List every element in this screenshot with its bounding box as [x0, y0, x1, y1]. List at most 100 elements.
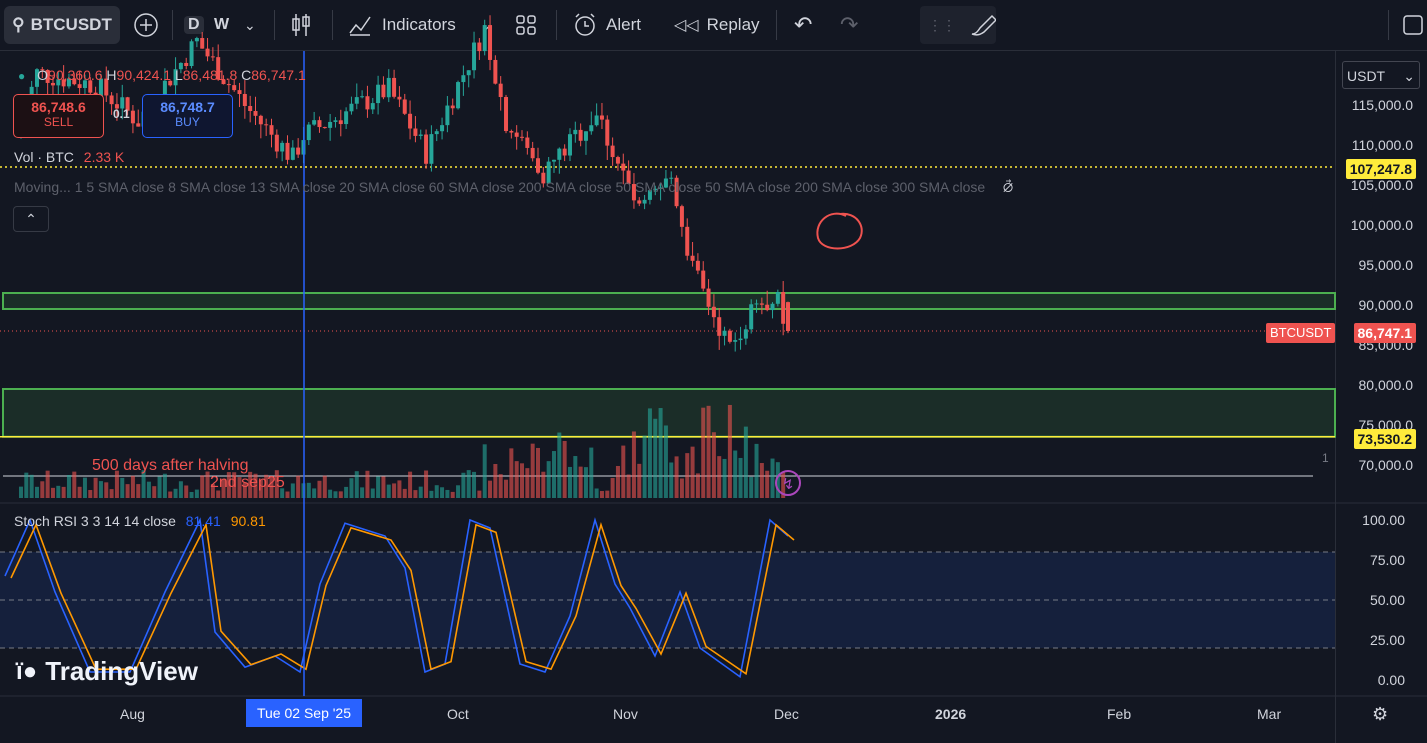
volume-bar	[152, 486, 157, 498]
interval-d-button[interactable]: D	[184, 6, 204, 44]
undo-button[interactable]: ↶	[794, 6, 812, 44]
candle-body	[264, 124, 269, 126]
volume-bar	[743, 426, 748, 498]
grid-icon	[516, 15, 536, 35]
candle-body	[685, 226, 690, 256]
open-value: 90,360.6	[48, 67, 103, 83]
volume-bar	[333, 491, 338, 498]
volume-bar	[322, 475, 327, 498]
candle-body	[328, 121, 333, 128]
eye-off-icon[interactable]: ⦳	[1003, 179, 1014, 195]
volume-bar	[141, 470, 146, 498]
interval-d-label: D	[184, 16, 204, 34]
replay-button[interactable]: ◁◁ Replay	[674, 6, 760, 44]
chart-pane[interactable]	[0, 51, 1335, 743]
annotation-line1: 500 days after halving	[92, 457, 249, 474]
volume-bar	[216, 490, 221, 498]
drawing-toolbar-handle[interactable]: ⋮⋮	[920, 6, 996, 44]
candle-body	[562, 148, 567, 156]
price-tick-label: 105,000.0	[1350, 177, 1413, 193]
indicators-button[interactable]: Indicators	[348, 6, 456, 44]
ma-label: Moving... 1 5 SMA close 8 SMA close 13 S…	[14, 179, 986, 195]
price-tick-label: 115,000.0	[1351, 97, 1413, 113]
candle-body	[402, 99, 407, 114]
sell-button[interactable]: 86,748.6 SELL	[13, 94, 104, 138]
candle-body	[594, 115, 599, 126]
volume-bar	[290, 483, 295, 498]
collapse-legend-button[interactable]: ⌃	[13, 206, 49, 232]
volume-bar	[178, 481, 183, 498]
volume-bar	[674, 456, 679, 498]
volume-bar	[424, 470, 429, 498]
volume-bar	[520, 463, 525, 498]
candle-body	[306, 124, 311, 141]
candle-body	[445, 105, 450, 126]
alarm-clock-icon	[575, 13, 595, 36]
chart-settings-button[interactable]: ⚙	[1372, 704, 1388, 725]
buy-label: BUY	[175, 115, 200, 129]
current-symbol-tag: BTCUSDT	[1266, 323, 1336, 343]
candle-body	[125, 97, 130, 111]
volume-bar	[637, 463, 642, 498]
interval-w-button[interactable]: W	[214, 6, 229, 44]
volume-bar	[354, 471, 359, 498]
candle-body	[450, 105, 455, 109]
volume-bar	[56, 485, 61, 498]
volume-bar	[440, 487, 445, 498]
time-tick-label: Oct	[447, 706, 469, 722]
lightning-event-icon[interactable]: ↯	[775, 470, 801, 496]
currency-selector[interactable]: USDT ⌄	[1342, 61, 1420, 89]
volume-bar	[226, 472, 231, 498]
volume-bar	[173, 488, 178, 498]
candle-body	[722, 330, 727, 336]
chart-type-button[interactable]	[290, 6, 312, 44]
candle-body	[615, 157, 620, 164]
chevron-down-icon[interactable]: ⌄	[480, 16, 492, 33]
rsi-tick-label: 25.00	[1369, 632, 1405, 648]
add-symbol-button[interactable]	[132, 6, 160, 44]
volume-bar	[114, 470, 119, 498]
candle-body	[184, 62, 189, 67]
fullscreen-button[interactable]	[1402, 6, 1424, 44]
buy-button[interactable]: 86,748.7 BUY	[142, 94, 233, 138]
volume-bar	[482, 444, 487, 498]
volume-bar	[205, 471, 210, 498]
candle-body	[605, 119, 610, 146]
volume-bar	[50, 487, 55, 498]
candle-body	[663, 178, 668, 188]
divider	[172, 10, 173, 40]
candle-body	[258, 115, 263, 125]
volume-bar	[765, 470, 770, 498]
undo-icon: ↶	[794, 12, 813, 37]
candle-body	[189, 41, 194, 67]
candle-body	[504, 97, 509, 132]
chevron-down-icon[interactable]: ⌄	[244, 16, 256, 33]
candle-body	[274, 134, 279, 152]
symbol-search-button[interactable]: ⚲ BTCUSDT	[4, 6, 120, 44]
volume-bar	[749, 476, 754, 498]
layouts-button[interactable]	[514, 6, 538, 44]
plus-circle-icon	[134, 13, 158, 37]
volume-bar	[477, 490, 482, 498]
candle-body	[285, 142, 290, 160]
tradingview-logo: ї● TradingView	[16, 656, 198, 687]
volume-bar	[669, 462, 674, 498]
gear-icon: ⚙	[1372, 704, 1389, 724]
rsi-tick-label: 100.00	[1362, 512, 1405, 528]
candle-body	[525, 137, 530, 148]
candle-body	[232, 85, 237, 91]
tv-logo-icon: ї●	[16, 657, 38, 685]
candle-body	[322, 127, 327, 129]
candle-body	[88, 80, 93, 93]
volume-bar	[109, 489, 114, 498]
brush-icon	[971, 14, 996, 36]
candle-body	[498, 83, 503, 98]
volume-bar	[456, 485, 461, 498]
ohlc-legend: ● O90,360.6 H90,424.1 L86,481.8 C86,747.…	[18, 67, 306, 83]
redo-button[interactable]: ↷	[840, 6, 858, 44]
volume-bar	[738, 457, 743, 498]
alert-button[interactable]: Alert	[572, 6, 641, 44]
volume-bar	[733, 450, 738, 498]
volume-bar	[66, 474, 71, 498]
interval-w-label: W	[214, 16, 230, 33]
